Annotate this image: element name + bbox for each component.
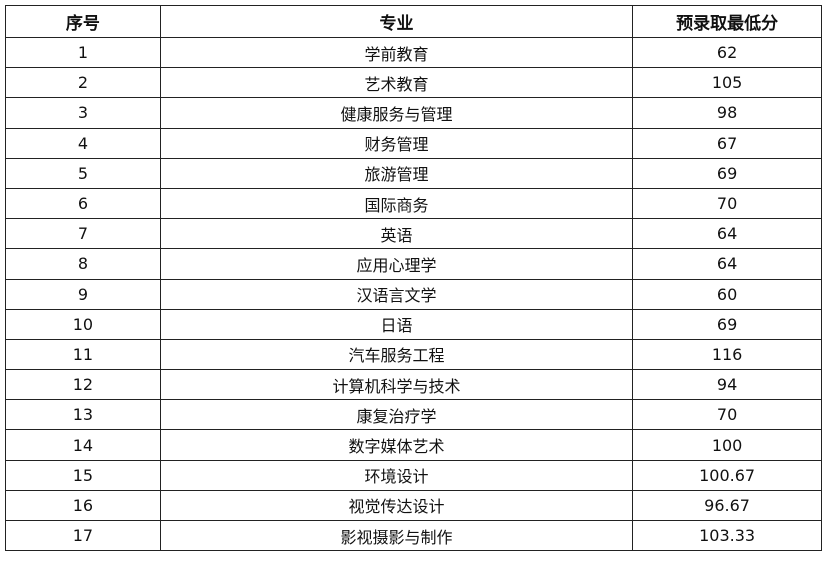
table-row: 13 康复治疗学 70 bbox=[5, 399, 822, 431]
table-body: 1 学前教育 62 2 艺术教育 105 3 健康服务与管理 98 4 财务管理 67 5 旅游管理 69 6… bbox=[5, 36, 822, 552]
table-row: 1 学前教育 62 bbox=[5, 36, 822, 69]
cell-min-score: 94 bbox=[632, 369, 822, 401]
cell-min-score: 105 bbox=[632, 67, 822, 99]
cell-min-score: 98 bbox=[632, 97, 822, 129]
cell-index: 3 bbox=[5, 97, 161, 129]
cell-index: 14 bbox=[5, 429, 161, 461]
cell-major: 影视摄影与制作 bbox=[159, 519, 634, 552]
cell-min-score: 70 bbox=[632, 187, 822, 220]
cell-major: 汽车服务工程 bbox=[159, 338, 634, 371]
table-row: 6 国际商务 70 bbox=[5, 187, 822, 220]
table-row: 15 环境设计 100.67 bbox=[5, 459, 822, 491]
table-row: 5 旅游管理 69 bbox=[5, 157, 822, 189]
table-row: 11 汽车服务工程 116 bbox=[5, 338, 822, 371]
cell-index: 2 bbox=[5, 67, 161, 99]
cell-index: 6 bbox=[5, 187, 161, 220]
cell-index: 12 bbox=[5, 369, 161, 401]
cell-major: 汉语言文学 bbox=[159, 278, 634, 310]
table-row: 14 数字媒体艺术 100 bbox=[5, 429, 822, 461]
cell-index: 13 bbox=[5, 399, 161, 431]
header-index: 序号 bbox=[5, 5, 161, 38]
cell-major: 旅游管理 bbox=[159, 157, 634, 189]
table-row: 4 财务管理 67 bbox=[5, 127, 822, 159]
cell-index: 17 bbox=[5, 519, 161, 552]
header-min-score: 预录取最低分 bbox=[632, 5, 822, 38]
table-row: 8 应用心理学 64 bbox=[5, 248, 822, 280]
table-row: 3 健康服务与管理 98 bbox=[5, 97, 822, 129]
cell-index: 5 bbox=[5, 157, 161, 189]
table-row: 16 视觉传达设计 96.67 bbox=[5, 489, 822, 522]
cell-min-score: 67 bbox=[632, 127, 822, 159]
cell-major: 应用心理学 bbox=[159, 248, 634, 280]
cell-major: 计算机科学与技术 bbox=[159, 369, 634, 401]
cell-index: 15 bbox=[5, 459, 161, 491]
cell-min-score: 100 bbox=[632, 429, 822, 461]
cell-major: 国际商务 bbox=[159, 187, 634, 220]
cell-major: 数字媒体艺术 bbox=[159, 429, 634, 461]
table-row: 2 艺术教育 105 bbox=[5, 67, 822, 99]
cell-min-score: 116 bbox=[632, 338, 822, 371]
cell-min-score: 69 bbox=[632, 308, 822, 340]
cell-major: 健康服务与管理 bbox=[159, 97, 634, 129]
cell-major: 学前教育 bbox=[159, 36, 634, 69]
cell-min-score: 100.67 bbox=[632, 459, 822, 491]
cell-index: 16 bbox=[5, 489, 161, 522]
admission-score-table: 序号 专业 预录取最低分 1 学前教育 62 2 艺术教育 105 3 健康服务与管理 98 4 财… bbox=[5, 5, 822, 552]
cell-min-score: 103.33 bbox=[632, 519, 822, 552]
header-row: 序号 专业 预录取最低分 bbox=[5, 5, 822, 38]
cell-min-score: 96.67 bbox=[632, 489, 822, 522]
cell-min-score: 70 bbox=[632, 399, 822, 431]
cell-index: 7 bbox=[5, 218, 161, 250]
cell-major: 康复治疗学 bbox=[159, 399, 634, 431]
cell-major: 艺术教育 bbox=[159, 67, 634, 99]
table-row: 12 计算机科学与技术 94 bbox=[5, 369, 822, 401]
cell-major: 环境设计 bbox=[159, 459, 634, 491]
cell-index: 1 bbox=[5, 36, 161, 69]
cell-major: 日语 bbox=[159, 308, 634, 340]
cell-min-score: 64 bbox=[632, 218, 822, 250]
cell-major: 视觉传达设计 bbox=[159, 489, 634, 522]
cell-min-score: 69 bbox=[632, 157, 822, 189]
header-major: 专业 bbox=[159, 5, 634, 38]
cell-index: 8 bbox=[5, 248, 161, 280]
table-row: 17 影视摄影与制作 103.33 bbox=[5, 519, 822, 552]
table-row: 9 汉语言文学 60 bbox=[5, 278, 822, 310]
cell-index: 10 bbox=[5, 308, 161, 340]
cell-index: 4 bbox=[5, 127, 161, 159]
table-row: 7 英语 64 bbox=[5, 218, 822, 250]
cell-major: 财务管理 bbox=[159, 127, 634, 159]
cell-index: 9 bbox=[5, 278, 161, 310]
cell-major: 英语 bbox=[159, 218, 634, 250]
cell-min-score: 64 bbox=[632, 248, 822, 280]
cell-min-score: 60 bbox=[632, 278, 822, 310]
cell-min-score: 62 bbox=[632, 36, 822, 69]
table-row: 10 日语 69 bbox=[5, 308, 822, 340]
cell-index: 11 bbox=[5, 338, 161, 371]
